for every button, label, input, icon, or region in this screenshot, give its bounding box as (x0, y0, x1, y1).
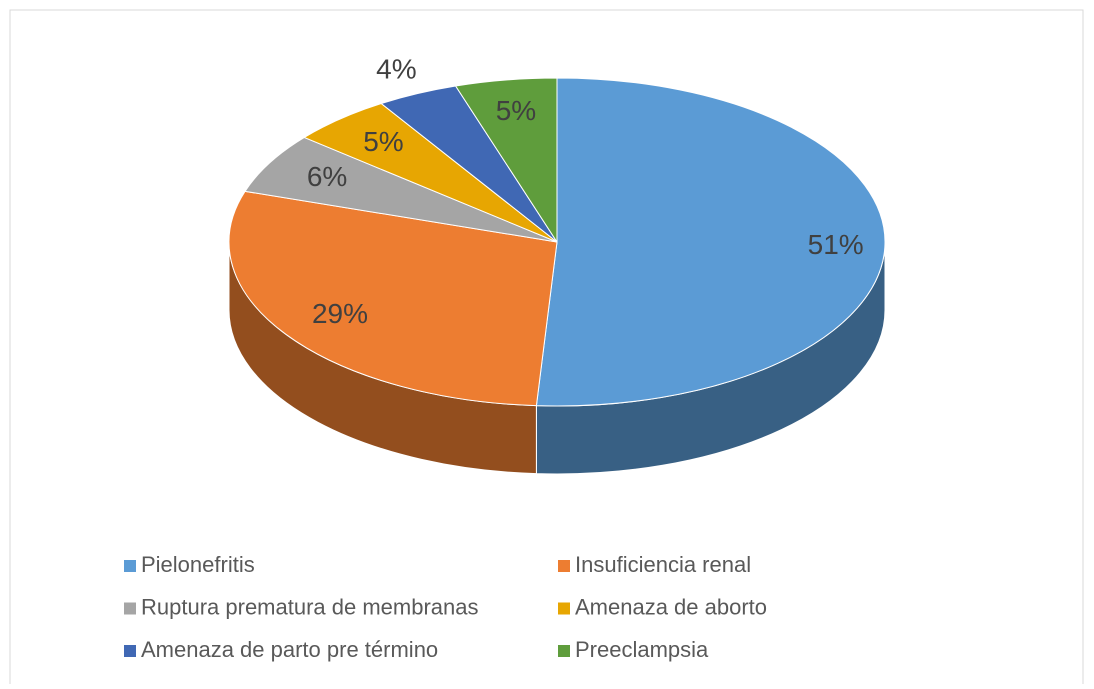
legend-marker (124, 560, 136, 572)
data-label: 5% (496, 95, 536, 126)
legend-marker (124, 602, 136, 615)
data-label: 29% (312, 298, 368, 329)
pie-slice (454, 77, 558, 244)
legend-label: Insuficiencia renal (575, 552, 751, 577)
legend-label: Pielonefritis (141, 552, 255, 577)
pie-slice (244, 136, 558, 243)
legend-marker (124, 645, 136, 657)
legend-label: Amenaza de parto pre término (141, 637, 438, 662)
pie-slice (228, 190, 558, 407)
pie-slice (535, 77, 886, 407)
legend-label: Amenaza de aborto (575, 594, 767, 619)
data-label: 6% (307, 161, 347, 192)
data-label: 51% (808, 229, 864, 260)
legend-marker (558, 602, 570, 615)
legend-marker (558, 560, 570, 572)
data-label: 4% (376, 54, 416, 85)
data-label: 5% (363, 126, 403, 157)
legend-label: Preeclampsia (575, 637, 709, 662)
legend-label: Ruptura prematura de membranas (141, 594, 479, 619)
legend-marker (558, 645, 570, 657)
